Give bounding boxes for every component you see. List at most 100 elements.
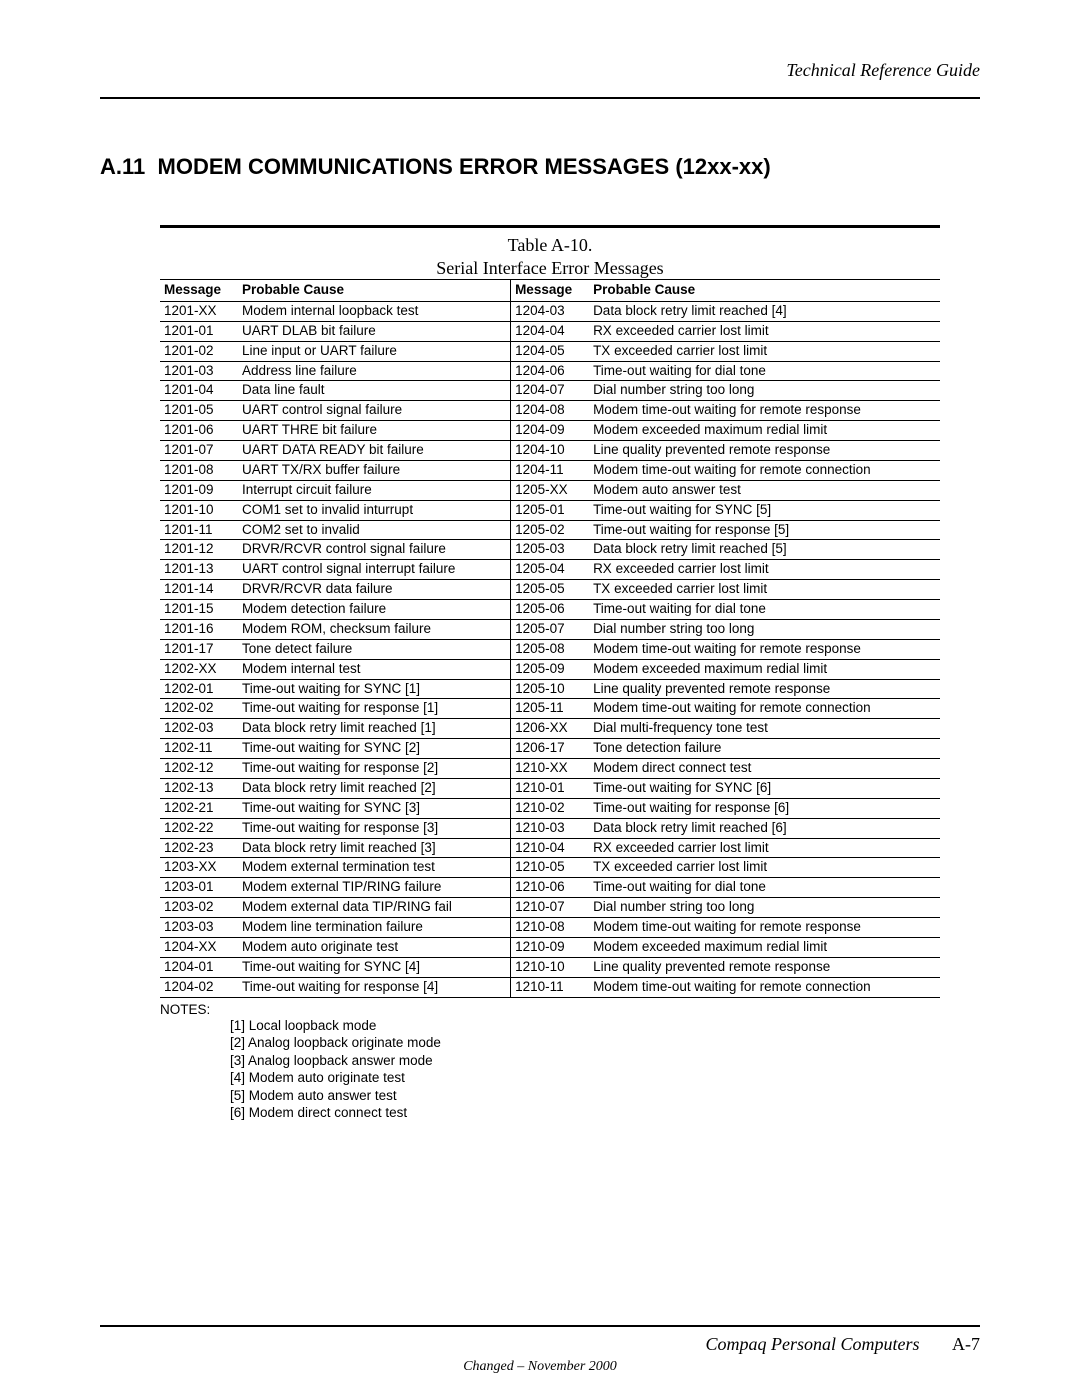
cell-cause: Modem ROM, checksum failure <box>238 619 511 639</box>
cell-message: 1203-XX <box>160 858 238 878</box>
table-row: 1204-02Time-out waiting for response [4]… <box>160 977 940 997</box>
cell-cause: UART control signal interrupt failure <box>238 560 511 580</box>
table-row: 1201-09Interrupt circuit failure1205-XXM… <box>160 480 940 500</box>
note-item: [4] Modem auto originate test <box>230 1069 940 1087</box>
cell-message: 1202-22 <box>160 818 238 838</box>
cell-cause: Modem external termination test <box>238 858 511 878</box>
table-row: 1201-10COM1 set to invalid inturrupt1205… <box>160 500 940 520</box>
table-row: 1203-01Modem external TIP/RING failure12… <box>160 878 940 898</box>
table-label: Table A-10. <box>508 235 593 255</box>
table-row: 1202-22Time-out waiting for response [3]… <box>160 818 940 838</box>
cell-message: 1205-05 <box>511 580 590 600</box>
cell-message: 1201-16 <box>160 619 238 639</box>
cell-cause: DRVR/RCVR control signal failure <box>238 540 511 560</box>
cell-message: 1201-06 <box>160 421 238 441</box>
table-row: 1201-04Data line fault1204-07Dial number… <box>160 381 940 401</box>
col-header-cause-1: Probable Cause <box>238 280 511 302</box>
cell-cause: Dial number string too long <box>589 898 940 918</box>
cell-message: 1201-13 <box>160 560 238 580</box>
footer-center: Changed – November 2000 <box>0 1359 1080 1375</box>
cell-cause: DRVR/RCVR data failure <box>238 580 511 600</box>
cell-message: 1205-XX <box>511 480 590 500</box>
cell-message: 1203-01 <box>160 878 238 898</box>
table-row: 1201-14DRVR/RCVR data failure1205-05TX e… <box>160 580 940 600</box>
table-row: 1201-01UART DLAB bit failure1204-04RX ex… <box>160 321 940 341</box>
cell-message: 1210-05 <box>511 858 590 878</box>
table-row: 1202-XXModem internal test1205-09Modem e… <box>160 659 940 679</box>
cell-cause: Time-out waiting for response [5] <box>589 520 940 540</box>
section-title: A.11 MODEM COMMUNICATIONS ERROR MESSAGES… <box>100 154 980 180</box>
notes-label: NOTES: <box>160 998 940 1017</box>
cell-message: 1204-08 <box>511 401 590 421</box>
cell-cause: Time-out waiting for SYNC [4] <box>238 957 511 977</box>
table-row: 1202-21Time-out waiting for SYNC [3]1210… <box>160 798 940 818</box>
cell-message: 1202-02 <box>160 699 238 719</box>
table-row: 1202-11Time-out waiting for SYNC [2]1206… <box>160 739 940 759</box>
cell-message: 1202-23 <box>160 838 238 858</box>
table-row: 1202-02Time-out waiting for response [1]… <box>160 699 940 719</box>
cell-message: 1205-10 <box>511 679 590 699</box>
cell-message: 1210-09 <box>511 937 590 957</box>
cell-message: 1205-03 <box>511 540 590 560</box>
cell-cause: Interrupt circuit failure <box>238 480 511 500</box>
table-row: 1204-XXModem auto originate test1210-09M… <box>160 937 940 957</box>
cell-message: 1204-09 <box>511 421 590 441</box>
cell-cause: Dial number string too long <box>589 619 940 639</box>
cell-cause: Tone detect failure <box>238 639 511 659</box>
cell-message: 1204-06 <box>511 361 590 381</box>
section-heading: MODEM COMMUNICATIONS ERROR MESSAGES (12x… <box>158 154 771 179</box>
cell-cause: Time-out waiting for response [2] <box>238 759 511 779</box>
cell-message: 1201-05 <box>160 401 238 421</box>
cell-cause: Line input or UART failure <box>238 341 511 361</box>
cell-cause: RX exceeded carrier lost limit <box>589 560 940 580</box>
cell-message: 1201-10 <box>160 500 238 520</box>
cell-message: 1204-05 <box>511 341 590 361</box>
cell-cause: Modem time-out waiting for remote respon… <box>589 639 940 659</box>
cell-cause: Time-out waiting for SYNC [3] <box>238 798 511 818</box>
table-header-row: Message Probable Cause Message Probable … <box>160 280 940 302</box>
cell-message: 1202-12 <box>160 759 238 779</box>
cell-message: 1204-10 <box>511 441 590 461</box>
cell-message: 1205-01 <box>511 500 590 520</box>
table-row: 1202-03Data block retry limit reached [1… <box>160 719 940 739</box>
cell-message: 1205-07 <box>511 619 590 639</box>
note-item: [6] Modem direct connect test <box>230 1104 940 1122</box>
table-row: 1203-02Modem external data TIP/RING fail… <box>160 898 940 918</box>
table-row: 1202-01Time-out waiting for SYNC [1]1205… <box>160 679 940 699</box>
cell-message: 1204-XX <box>160 937 238 957</box>
cell-cause: Modem time-out waiting for remote connec… <box>589 699 940 719</box>
cell-cause: RX exceeded carrier lost limit <box>589 838 940 858</box>
table-row: 1201-16Modem ROM, checksum failure1205-0… <box>160 619 940 639</box>
cell-cause: Data block retry limit reached [5] <box>589 540 940 560</box>
cell-cause: Modem external TIP/RING failure <box>238 878 511 898</box>
footer-book-title: Compaq Personal Computers <box>705 1334 919 1354</box>
cell-message: 1210-07 <box>511 898 590 918</box>
cell-message: 1210-08 <box>511 918 590 938</box>
cell-cause: Modem detection failure <box>238 600 511 620</box>
note-item: [3] Analog loopback answer mode <box>230 1052 940 1070</box>
table-row: 1201-15Modem detection failure1205-06Tim… <box>160 600 940 620</box>
cell-cause: Data line fault <box>238 381 511 401</box>
cell-message: 1201-14 <box>160 580 238 600</box>
cell-cause: Time-out waiting for response [1] <box>238 699 511 719</box>
cell-message: 1201-07 <box>160 441 238 461</box>
col-header-message-2: Message <box>511 280 590 302</box>
cell-message: 1210-XX <box>511 759 590 779</box>
cell-cause: Modem time-out waiting for remote connec… <box>589 460 940 480</box>
cell-message: 1205-09 <box>511 659 590 679</box>
cell-message: 1210-06 <box>511 878 590 898</box>
cell-message: 1210-01 <box>511 778 590 798</box>
table-row: 1201-03Address line failure1204-06Time-o… <box>160 361 940 381</box>
table-row: 1202-12Time-out waiting for response [2]… <box>160 759 940 779</box>
cell-cause: Modem internal loopback test <box>238 301 511 321</box>
cell-cause: Line quality prevented remote response <box>589 957 940 977</box>
cell-cause: RX exceeded carrier lost limit <box>589 321 940 341</box>
table-row: 1202-13Data block retry limit reached [2… <box>160 778 940 798</box>
cell-cause: Modem auto answer test <box>589 480 940 500</box>
cell-message: 1201-17 <box>160 639 238 659</box>
cell-message: 1201-03 <box>160 361 238 381</box>
cell-cause: Time-out waiting for response [4] <box>238 977 511 997</box>
cell-message: 1201-09 <box>160 480 238 500</box>
table-row: 1201-06UART THRE bit failure1204-09Modem… <box>160 421 940 441</box>
cell-cause: UART control signal failure <box>238 401 511 421</box>
